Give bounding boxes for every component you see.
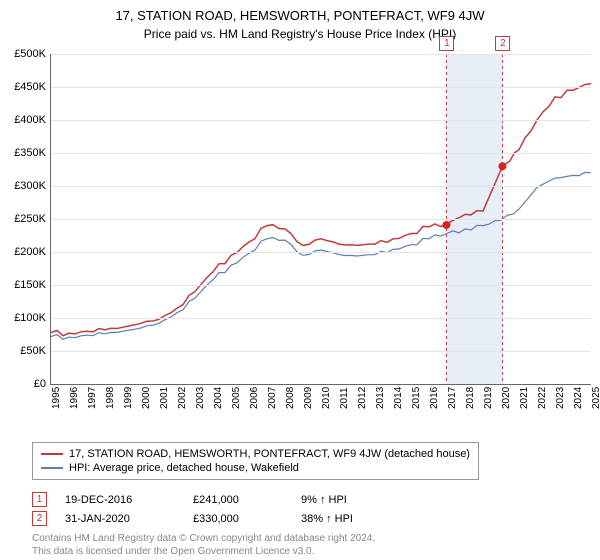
sale-delta: 9% ↑ HPI	[301, 494, 347, 506]
x-tick-label: 2018	[465, 387, 476, 409]
y-tick-label: £350K	[1, 147, 46, 159]
x-tick-label: 2024	[573, 387, 584, 409]
chart-title: 17, STATION ROAD, HEMSWORTH, PONTEFRACT,…	[0, 0, 600, 23]
x-tick-label: 2022	[537, 387, 548, 409]
legend-swatch	[41, 453, 63, 455]
x-tick-label: 2011	[339, 387, 350, 409]
x-tick-label: 2003	[195, 387, 206, 409]
x-tick-label: 2013	[375, 387, 386, 409]
sale-marker: 2	[32, 511, 47, 526]
y-tick-label: £50K	[1, 345, 46, 357]
x-tick-label: 2007	[267, 387, 278, 409]
x-tick-label: 2009	[303, 387, 314, 409]
sale-row: 1 19-DEC-2016 £241,000 9% ↑ HPI	[32, 490, 353, 509]
sale-price: £330,000	[193, 513, 283, 525]
sale-date: 19-DEC-2016	[65, 494, 175, 506]
sales-rows: 1 19-DEC-2016 £241,000 9% ↑ HPI 2 31-JAN-2020…	[32, 490, 353, 528]
chart-container: 17, STATION ROAD, HEMSWORTH, PONTEFRACT,…	[0, 0, 600, 560]
x-tick-label: 2017	[447, 387, 458, 409]
x-tick-label: 2015	[411, 387, 422, 409]
y-tick-label: £200K	[1, 246, 46, 258]
x-tick-label: 1995	[51, 387, 62, 409]
y-tick-label: £500K	[1, 48, 46, 60]
footer-line1: Contains HM Land Registry data © Crown c…	[32, 532, 375, 545]
x-tick-label: 2014	[393, 387, 404, 409]
y-tick-label: £300K	[1, 180, 46, 192]
sale-marker: 1	[32, 492, 47, 507]
sale-row: 2 31-JAN-2020 £330,000 38% ↑ HPI	[32, 509, 353, 528]
y-tick-label: £250K	[1, 213, 46, 225]
legend-label: HPI: Average price, detached house, Wake…	[69, 462, 299, 474]
x-tick-label: 1996	[69, 387, 80, 409]
legend-item: 17, STATION ROAD, HEMSWORTH, PONTEFRACT,…	[41, 447, 470, 461]
x-tick-label: 2000	[141, 387, 152, 409]
legend-label: 17, STATION ROAD, HEMSWORTH, PONTEFRACT,…	[69, 448, 470, 460]
vline-marker: 1	[439, 36, 454, 51]
x-tick-label: 2002	[177, 387, 188, 409]
sale-date: 31-JAN-2020	[65, 513, 175, 525]
x-tick-label: 2021	[519, 387, 530, 409]
x-tick-label: 1999	[123, 387, 134, 409]
legend-item: HPI: Average price, detached house, Wake…	[41, 461, 470, 475]
legend: 17, STATION ROAD, HEMSWORTH, PONTEFRACT,…	[32, 442, 479, 480]
sale-price: £241,000	[193, 494, 283, 506]
x-tick-label: 2001	[159, 387, 170, 409]
x-tick-label: 2019	[483, 387, 494, 409]
x-tick-label: 2016	[429, 387, 440, 409]
x-tick-label: 1997	[87, 387, 98, 409]
x-tick-label: 2005	[231, 387, 242, 409]
sale-delta: 38% ↑ HPI	[301, 513, 353, 525]
y-tick-label: £0	[1, 378, 46, 390]
footer-attribution: Contains HM Land Registry data © Crown c…	[32, 532, 375, 558]
x-tick-label: 2006	[249, 387, 260, 409]
x-tick-label: 2004	[213, 387, 224, 409]
vline-marker: 2	[495, 36, 510, 51]
x-tick-label: 2025	[591, 387, 600, 409]
x-tick-label: 2023	[555, 387, 566, 409]
x-tick-label: 2008	[285, 387, 296, 409]
y-tick-label: £100K	[1, 312, 46, 324]
x-tick-label: 2012	[357, 387, 368, 409]
legend-swatch	[41, 467, 63, 469]
footer-line2: This data is licensed under the Open Gov…	[32, 545, 375, 558]
chart-area: £0£50K£100K£150K£200K£250K£300K£350K£400…	[50, 54, 590, 404]
x-tick-label: 1998	[105, 387, 116, 409]
y-tick-label: £450K	[1, 81, 46, 93]
x-tick-label: 2020	[501, 387, 512, 409]
y-tick-label: £400K	[1, 114, 46, 126]
y-tick-label: £150K	[1, 279, 46, 291]
x-tick-label: 2010	[321, 387, 332, 409]
plot-region: £0£50K£100K£150K£200K£250K£300K£350K£400…	[50, 54, 591, 385]
